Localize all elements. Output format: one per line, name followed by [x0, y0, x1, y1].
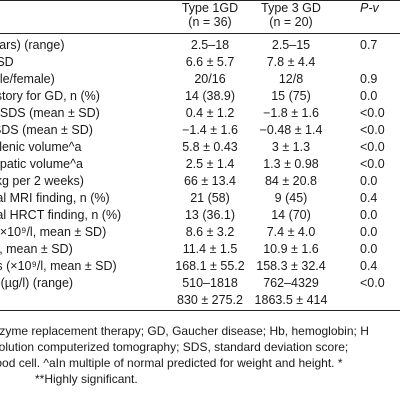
- type3-value: 9 (45): [274, 191, 308, 205]
- header-pvalue: P-v: [360, 1, 379, 15]
- type1-value: 168.1 ± 55.2: [175, 259, 245, 273]
- footnote-line-2: esolution computerized tomography; SDS, …: [0, 340, 349, 354]
- row-label: years) (range): [0, 38, 65, 52]
- row-label: splenic volume^a: [0, 140, 82, 154]
- row-label: er (µg/l) (range): [0, 276, 74, 290]
- table-row: mal HRCT finding, n (%) 13 (36.1) 14 (70) 0…: [0, 207, 400, 224]
- row-label: J/kg per 2 weeks): [0, 174, 84, 188]
- row-label: hepatic volume^a: [0, 157, 83, 171]
- type1-value: 510–1818: [182, 276, 238, 290]
- type1-value: 20/16: [194, 72, 226, 86]
- p-value: 0.4: [360, 191, 378, 205]
- row-label: mal HRCT finding, n (%): [0, 208, 122, 222]
- top-rule: [0, 0, 400, 1]
- p-value: 0.4: [360, 259, 378, 273]
- type3-value: 84 ± 20.8: [264, 174, 318, 188]
- type1-value: 11.4 ± 1.5: [182, 242, 238, 256]
- table-row: t SDS (mean ± SD) −1.4 ± 1.6 −0.48 ± 1.4 <0…: [0, 122, 400, 139]
- table-row: hepatic volume^a 2.5 ± 1.4 1.3 ± 0.98 <0.0: [0, 156, 400, 173]
- header-type3-title: Type 3 GD: [261, 1, 321, 15]
- type1-value: 13 (36.1): [184, 208, 236, 222]
- type1-value: 830 ± 275.2: [177, 293, 243, 307]
- p-value: <0.0: [360, 276, 385, 290]
- type1-value: 8.6 ± 3.2: [185, 225, 235, 239]
- row-label: t SDS (mean ± SD): [0, 123, 93, 137]
- row-label: ± SD: [0, 55, 14, 69]
- header-type1-title: Type 1GD: [181, 1, 239, 15]
- p-value: 0.0: [360, 89, 378, 103]
- type1-value: 2.5–18: [190, 38, 230, 52]
- p-value: 0.0: [360, 242, 378, 256]
- type3-value: 1863.5 ± 414: [254, 293, 328, 307]
- table-row: /dl, mean ± SD) 11.4 ± 1.5 10.9 ± 1.6 0.0: [0, 241, 400, 258]
- p-value: 0.0: [360, 225, 378, 239]
- type1-value: 6.6 ± 5.7: [185, 55, 235, 69]
- footnote-line-3: blood cell. ^aIn multiple of normal pred…: [0, 356, 343, 370]
- type3-value: 10.9 ± 1.6: [263, 242, 319, 256]
- type3-value: 14 (70): [271, 208, 311, 222]
- type3-value: −1.8 ± 1.6: [263, 106, 319, 120]
- header-type3-n: (n = 20): [269, 15, 313, 29]
- table-row: ets (×10⁹/l, mean ± SD) 168.1 ± 55.2 158.3…: [0, 258, 400, 275]
- p-value: 0.0: [360, 174, 378, 188]
- row-label: s (×10⁹/l, mean ± SD): [0, 225, 107, 239]
- type3-value: 1.3 ± 0.98: [263, 157, 319, 171]
- table-row: 830 ± 275.2 1863.5 ± 414: [0, 292, 400, 309]
- header-type1-n: (n = 36): [188, 15, 232, 29]
- table-row: nt SDS (mean ± SD) 0.4 ± 1.2 −1.8 ± 1.6 <0.…: [0, 105, 400, 122]
- p-value: 0.9: [360, 72, 378, 86]
- table-row: ± SD 6.6 ± 5.7 7.8 ± 4.4: [0, 54, 400, 71]
- table-row: er (µg/l) (range) 510–1818 762–4329 <0.0: [0, 275, 400, 292]
- type3-value: 7.8 ± 4.4: [266, 55, 316, 69]
- type1-value: 21 (58): [190, 191, 230, 205]
- p-value: 0.7: [360, 38, 378, 52]
- type1-value: 5.8 ± 0.43: [182, 140, 238, 154]
- table-row: J/kg per 2 weeks) 66 ± 13.4 84 ± 20.8 0.0: [0, 173, 400, 190]
- type3-value: 12/8: [278, 72, 304, 86]
- footnote-line-1: enzyme replacement therapy; GD, Gaucher …: [0, 324, 369, 338]
- table-row: history for GD, n (%) 14 (38.9) 15 (75) 0.0: [0, 88, 400, 105]
- bottom-rule: [0, 310, 400, 311]
- type3-value: 7.4 ± 4.0: [266, 225, 316, 239]
- row-label: ets (×10⁹/l, mean ± SD): [0, 259, 117, 273]
- row-label: /dl, mean ± SD): [0, 242, 73, 256]
- table-row: s (×10⁹/l, mean ± SD) 8.6 ± 3.2 7.4 ± 4.0 0…: [0, 224, 400, 241]
- type1-value: −1.4 ± 1.6: [182, 123, 238, 137]
- table-row: mal MRI finding, n (%) 21 (58) 9 (45) 0.4: [0, 190, 400, 207]
- row-label: nale/female): [0, 72, 55, 86]
- row-label: mal MRI finding, n (%): [0, 191, 110, 205]
- type3-value: 15 (75): [271, 89, 311, 103]
- type3-value: −0.48 ± 1.4: [259, 123, 323, 137]
- header-rule: [0, 33, 400, 34]
- type1-value: 14 (38.9): [184, 89, 236, 103]
- table-row: nale/female) 20/16 12/8 0.9: [0, 71, 400, 88]
- p-value: <0.0: [360, 140, 385, 154]
- row-label: history for GD, n (%): [0, 89, 100, 103]
- type3-value: 3 ± 1.3: [271, 140, 311, 154]
- type1-value: 2.5 ± 1.4: [185, 157, 235, 171]
- type3-value: 2.5–15: [271, 38, 311, 52]
- row-label: nt SDS (mean ± SD): [0, 106, 100, 120]
- type3-value: 158.3 ± 32.4: [256, 259, 326, 273]
- type1-value: 0.4 ± 1.2: [185, 106, 235, 120]
- p-value: <0.0: [360, 106, 385, 120]
- type1-value: 66 ± 13.4: [183, 174, 237, 188]
- p-value: <0.0: [360, 123, 385, 137]
- table-row: splenic volume^a 5.8 ± 0.43 3 ± 1.3 <0.0: [0, 139, 400, 156]
- footnote-line-4: **Highly significant.: [35, 372, 138, 386]
- p-value: <0.0: [360, 157, 385, 171]
- table-row: years) (range) 2.5–18 2.5–15 0.7: [0, 37, 400, 54]
- p-value: 0.0: [360, 208, 378, 222]
- type3-value: 762–4329: [263, 276, 319, 290]
